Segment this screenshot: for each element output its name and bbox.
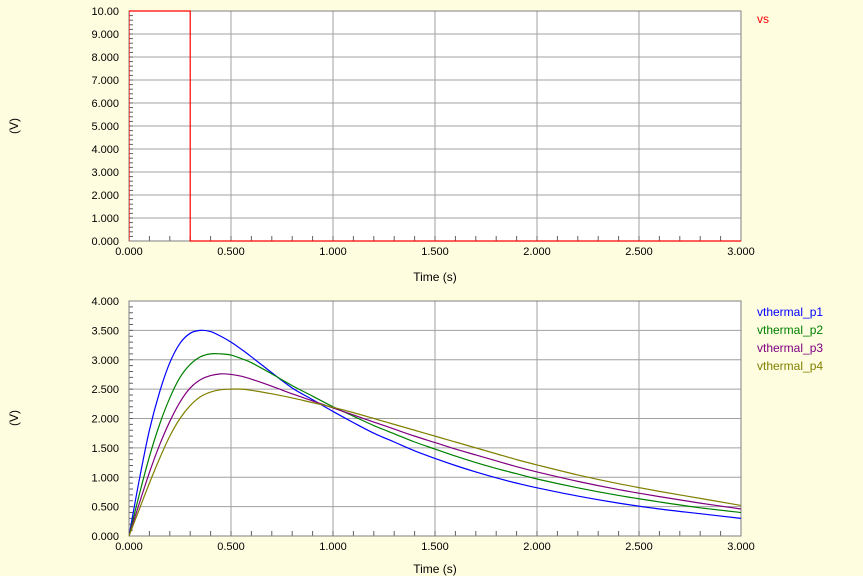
x-tick-label: 1.000 bbox=[319, 541, 347, 553]
y-tick-label: 1.000 bbox=[91, 472, 119, 484]
x-tick-label: 0.500 bbox=[217, 541, 245, 553]
x-tick-label: 0.000 bbox=[115, 246, 143, 258]
y-tick-label: 7.000 bbox=[91, 75, 119, 87]
y-tick-label: 0.500 bbox=[91, 502, 119, 514]
x-tick-label: 2.500 bbox=[625, 541, 653, 553]
y-tick-label: 10.00 bbox=[91, 6, 119, 18]
x-tick-label: 3.000 bbox=[727, 541, 755, 553]
plot-panel-2: 0.000 0.500 1.000 1.500 2.000 2.500 3.000 0.000… bbox=[7, 296, 823, 576]
x-tick-label: 1.500 bbox=[421, 246, 449, 258]
legend-entry-vs[interactable]: vs bbox=[757, 12, 769, 26]
y-tick-label: 5.000 bbox=[91, 121, 119, 133]
y-tick-label: 0.000 bbox=[91, 236, 119, 248]
legend-entry-vthermal_p3[interactable]: vthermal_p3 bbox=[757, 341, 823, 355]
y-tick-label: 4.000 bbox=[91, 144, 119, 156]
y-tick-label: 9.000 bbox=[91, 29, 119, 41]
y-tick-label: 3.000 bbox=[91, 167, 119, 179]
y-tick-label: 0.000 bbox=[91, 531, 119, 543]
y-tick-label: 8.000 bbox=[91, 52, 119, 64]
y-axis-label: (V) bbox=[7, 410, 21, 426]
y-tick-label: 6.000 bbox=[91, 98, 119, 110]
y-tick-label: 4.000 bbox=[91, 296, 119, 308]
x-axis-label: Time (s) bbox=[413, 270, 457, 284]
y-tick-label: 3.000 bbox=[91, 355, 119, 367]
x-tick-label: 2.500 bbox=[625, 246, 653, 258]
x-tick-label: 0.500 bbox=[217, 246, 245, 258]
plot-frame bbox=[128, 300, 742, 537]
plot-panel-1: 0.000 0.500 1.000 1.500 2.000 2.500 3.000 0.000… bbox=[7, 6, 769, 284]
series-line-vs bbox=[129, 10, 741, 242]
y-tick-label: 3.500 bbox=[91, 325, 119, 337]
series-line-vthermal_p2 bbox=[129, 353, 741, 537]
x-tick-label: 2.000 bbox=[523, 246, 551, 258]
legend-entry-vthermal_p1[interactable]: vthermal_p1 bbox=[757, 305, 823, 319]
x-axis-label: Time (s) bbox=[413, 562, 457, 576]
x-tick-label: 1.500 bbox=[421, 541, 449, 553]
y-tick-label: 2.000 bbox=[91, 414, 119, 426]
y-tick-label: 2.000 bbox=[91, 190, 119, 202]
legend-entry-vthermal_p2[interactable]: vthermal_p2 bbox=[757, 323, 823, 337]
legend-entry-vthermal_p4[interactable]: vthermal_p4 bbox=[757, 359, 823, 373]
x-tick-label: 3.000 bbox=[727, 246, 755, 258]
series-line-vthermal_p1 bbox=[129, 329, 741, 537]
x-tick-label: 0.000 bbox=[115, 541, 143, 553]
y-tick-label: 1.000 bbox=[91, 213, 119, 225]
x-tick-label: 2.000 bbox=[523, 541, 551, 553]
y-tick-label: 2.500 bbox=[91, 384, 119, 396]
series-line-vthermal_p4 bbox=[129, 388, 741, 537]
y-axis-label: (V) bbox=[7, 118, 21, 134]
x-tick-label: 1.000 bbox=[319, 246, 347, 258]
y-tick-label: 1.500 bbox=[91, 443, 119, 455]
